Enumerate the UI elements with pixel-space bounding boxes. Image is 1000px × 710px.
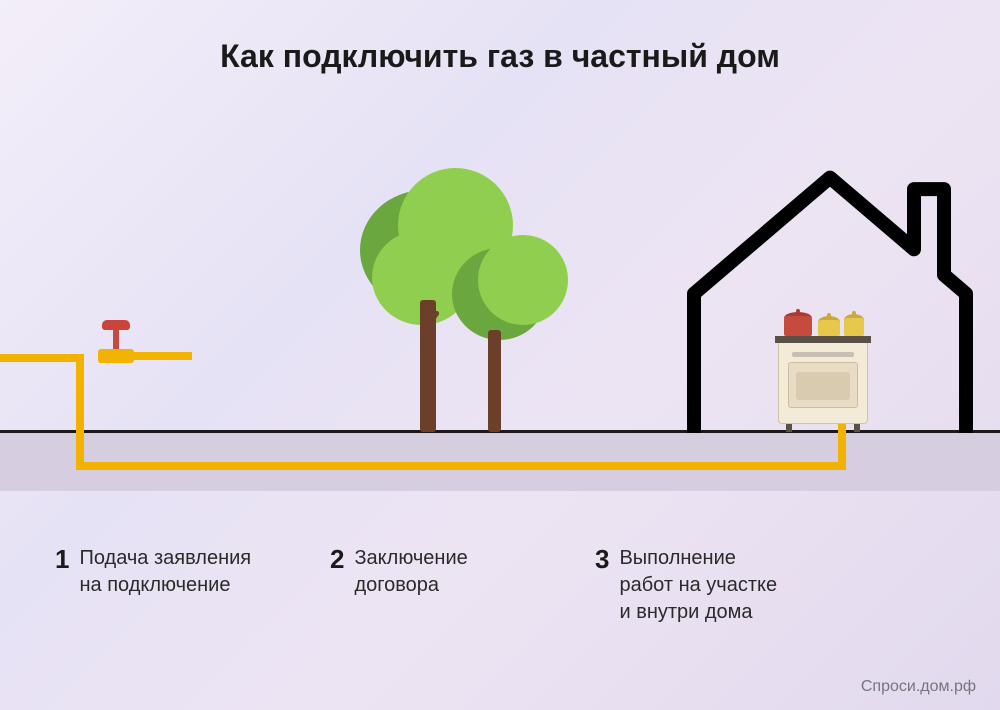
step-text: Заключениедоговора <box>354 545 467 599</box>
valve-wheel-icon <box>102 320 130 330</box>
step-text: Подача заявленияна подключение <box>79 545 251 599</box>
step-number: 1 <box>55 545 69 575</box>
step-number: 3 <box>595 545 609 575</box>
page-title: Как подключить газ в частный дом <box>0 38 1000 75</box>
infographic-scene <box>0 130 1000 490</box>
step-item: 1 Подача заявленияна подключение <box>55 545 330 626</box>
step-item: 2 Заключениедоговора <box>330 545 595 626</box>
stove-icon <box>778 328 868 432</box>
step-number: 2 <box>330 545 344 575</box>
valve-stem-icon <box>113 328 119 350</box>
step-text: Выполнениеработ на участкеи внутри дома <box>619 545 777 626</box>
steps-row: 1 Подача заявленияна подключение 2 Заключен… <box>0 545 1000 626</box>
valve-body-icon <box>98 349 134 363</box>
step-item: 3 Выполнениеработ на участкеи внутри дома <box>595 545 895 626</box>
watermark: Спроси.дом.рф <box>861 678 976 696</box>
